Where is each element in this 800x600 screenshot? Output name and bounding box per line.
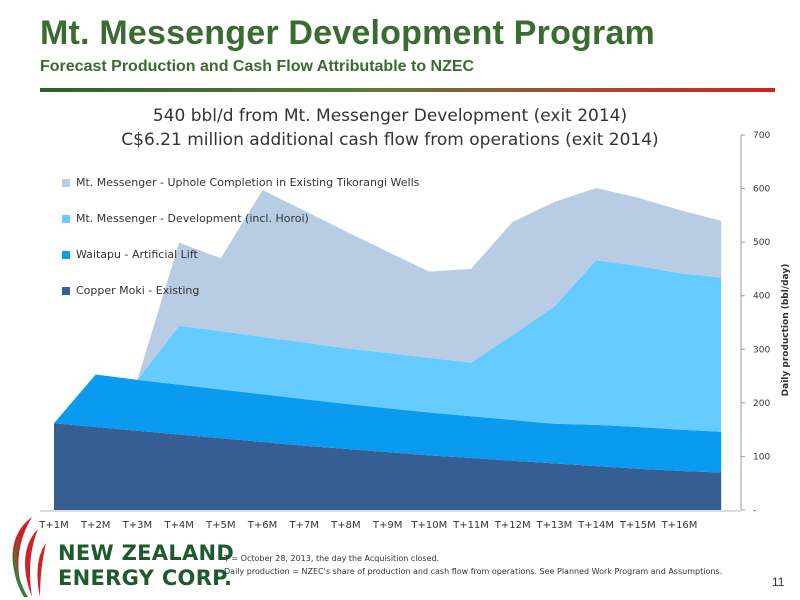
legend-label: Copper Moki - Existing	[76, 284, 200, 297]
area-series-4	[137, 188, 722, 380]
area-series-3	[137, 260, 722, 432]
legend-swatch	[62, 250, 70, 259]
x-tick-label: T+4M	[163, 520, 193, 531]
legend-swatch	[62, 178, 70, 187]
x-tick-label: T+7M	[288, 520, 318, 531]
legend-item: Waitapu - Artificial Lift	[62, 248, 198, 261]
header-divider	[40, 88, 775, 92]
x-tick-label: T+2M	[80, 520, 110, 531]
x-tick-label: T+16M	[661, 520, 698, 531]
page-number: 11	[772, 575, 785, 589]
legend-swatch	[62, 286, 70, 295]
y-tick-label: -	[753, 506, 756, 516]
x-tick-label: T+14M	[577, 520, 614, 531]
y-axis-label: Daily production (bbl/day)	[781, 263, 791, 397]
logo-text-line2: ENERGY CORP.	[58, 566, 233, 590]
headline-production: 540 bbl/d from Mt. Messenger Development…	[152, 106, 628, 126]
logo-text-line1: NEW ZEALAND	[58, 541, 235, 565]
y-tick-label: 200	[753, 399, 770, 409]
legend-label: Mt. Messenger - Development (incl. Horoi…	[76, 212, 309, 225]
footnote-definition: T = October 28, 2013, the day the Acquis…	[224, 554, 440, 563]
legend-label: Waitapu - Artificial Lift	[76, 248, 198, 261]
y-tick-label: 400	[753, 292, 770, 302]
x-tick-label: T+12M	[494, 520, 531, 531]
x-tick-label: T+3M	[122, 520, 152, 531]
x-tick-label: T+8M	[330, 520, 360, 531]
x-tick-label: T+6M	[247, 520, 277, 531]
page-subtitle: Forecast Production and Cash Flow Attrib…	[40, 58, 475, 75]
y-tick-label: 700	[753, 131, 770, 141]
legend-item: Mt. Messenger - Development (incl. Horoi…	[62, 212, 309, 225]
area-series-1	[54, 423, 722, 510]
x-tick-label: T+5M	[205, 520, 235, 531]
x-tick-label: T+13M	[535, 520, 572, 531]
page-title: Mt. Messenger Development Program	[40, 14, 655, 52]
nzec-logo-icon	[12, 517, 46, 597]
y-tick-label: 300	[753, 345, 770, 355]
legend-item: Mt. Messenger - Uphole Completion in Exi…	[62, 176, 419, 189]
area-series-2	[54, 374, 722, 473]
legend-label: Mt. Messenger - Uphole Completion in Exi…	[76, 176, 420, 189]
y-tick-label: 600	[753, 185, 770, 195]
x-tick-label: T+9M	[372, 520, 402, 531]
x-tick-label: T+10M	[410, 520, 447, 531]
y-tick-label: 500	[753, 238, 770, 248]
x-tick-label: T+1M	[38, 520, 68, 531]
y-tick-label: 100	[753, 452, 770, 462]
legend-item: Copper Moki - Existing	[62, 284, 199, 297]
headline-cash-flow: C$6.21 million additional cash flow from…	[121, 130, 659, 150]
footnote-daily-production: Daily production = NZEC's share of produ…	[224, 567, 723, 576]
x-tick-label: T+11M	[452, 520, 489, 531]
x-tick-label: T+15M	[619, 520, 656, 531]
legend-swatch	[62, 214, 70, 223]
